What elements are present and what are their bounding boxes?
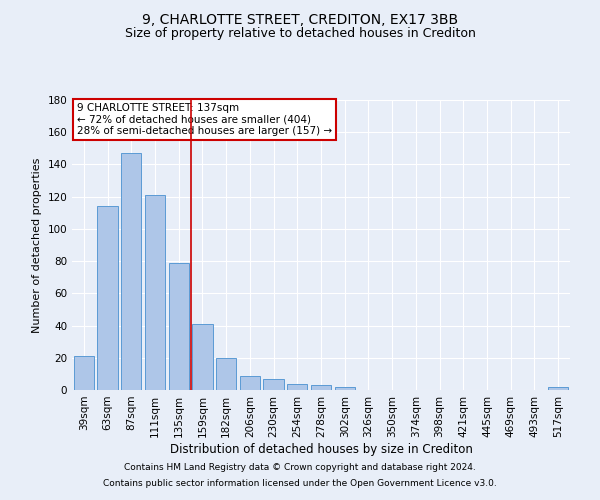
- Bar: [97, 206, 118, 390]
- Bar: [311, 385, 331, 390]
- Bar: [548, 387, 568, 390]
- Bar: [193, 324, 212, 390]
- Text: Contains public sector information licensed under the Open Government Licence v3: Contains public sector information licen…: [103, 478, 497, 488]
- Text: 9, CHARLOTTE STREET, CREDITON, EX17 3BB: 9, CHARLOTTE STREET, CREDITON, EX17 3BB: [142, 12, 458, 26]
- Bar: [216, 358, 236, 390]
- Bar: [335, 387, 355, 390]
- Bar: [287, 384, 307, 390]
- Bar: [240, 376, 260, 390]
- Bar: [121, 153, 142, 390]
- Text: Size of property relative to detached houses in Crediton: Size of property relative to detached ho…: [125, 28, 475, 40]
- Text: Contains HM Land Registry data © Crown copyright and database right 2024.: Contains HM Land Registry data © Crown c…: [124, 464, 476, 472]
- Y-axis label: Number of detached properties: Number of detached properties: [32, 158, 42, 332]
- Bar: [169, 262, 189, 390]
- Text: 9 CHARLOTTE STREET: 137sqm
← 72% of detached houses are smaller (404)
28% of sem: 9 CHARLOTTE STREET: 137sqm ← 72% of deta…: [77, 103, 332, 136]
- Bar: [263, 378, 284, 390]
- Bar: [145, 195, 165, 390]
- Bar: [74, 356, 94, 390]
- X-axis label: Distribution of detached houses by size in Crediton: Distribution of detached houses by size …: [170, 442, 472, 456]
